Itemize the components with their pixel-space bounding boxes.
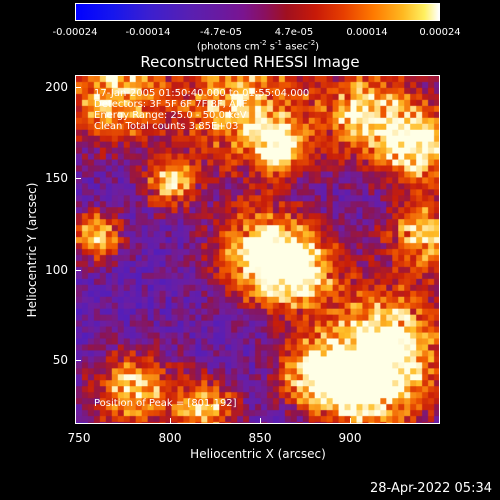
x-tick-label: 800 [158, 431, 182, 445]
y-tick-label: 200 [45, 80, 68, 94]
y-tick-mark [75, 87, 81, 88]
y-tick-mark [75, 360, 81, 361]
time-range-annotation: 17-Jan-2005 01:50:40.000 to 01:55:04.000 [94, 88, 310, 99]
y-tick-label: 50 [52, 353, 68, 367]
y-tick-label: 100 [45, 263, 68, 277]
x-tick-mark [350, 418, 351, 424]
y-tick-label: 150 [45, 171, 68, 185]
colorbar-units: (photons cm-2 s-1 asec-2) [196, 39, 320, 53]
x-tick-label: 850 [248, 431, 272, 445]
plot-title: Reconstructed RHESSI Image [140, 53, 360, 71]
x-tick-label: 900 [338, 431, 362, 445]
colorbar-tick: -0.00024 [52, 27, 98, 38]
colorbar-tick: -0.00014 [125, 27, 171, 38]
clean-info-annotation: Clean Total counts 3.85E+03 [94, 121, 239, 132]
y-axis-label: Heliocentric Y (arcsec) [25, 182, 39, 318]
colorbar-tick: 4.7e-05 [274, 27, 314, 38]
colorbar-tick: -4.7e-05 [200, 27, 242, 38]
colorbar-tick: 0.00024 [419, 27, 461, 38]
x-axis-label: Heliocentric X (arcsec) [190, 447, 326, 461]
peak-position-annotation: Position of Peak = [801,192] [94, 398, 237, 409]
x-tick-mark [170, 418, 171, 424]
x-tick-label: 750 [67, 431, 91, 445]
timestamp: 28-Apr-2022 05:34 [370, 481, 492, 496]
y-tick-mark [75, 270, 81, 271]
colorbar-tick: 0.00014 [346, 27, 388, 38]
detectors-annotation: Detectors: 3F 5F 6F 7F 8F, AIIF [94, 99, 248, 110]
x-tick-mark [260, 418, 261, 424]
energy-range-annotation: Energy Range: 25.0 - 50.0 keV [94, 110, 247, 121]
y-tick-mark [75, 178, 81, 179]
plot-area [75, 75, 440, 424]
colorbar [75, 3, 440, 21]
reconstructed-image [76, 76, 439, 423]
